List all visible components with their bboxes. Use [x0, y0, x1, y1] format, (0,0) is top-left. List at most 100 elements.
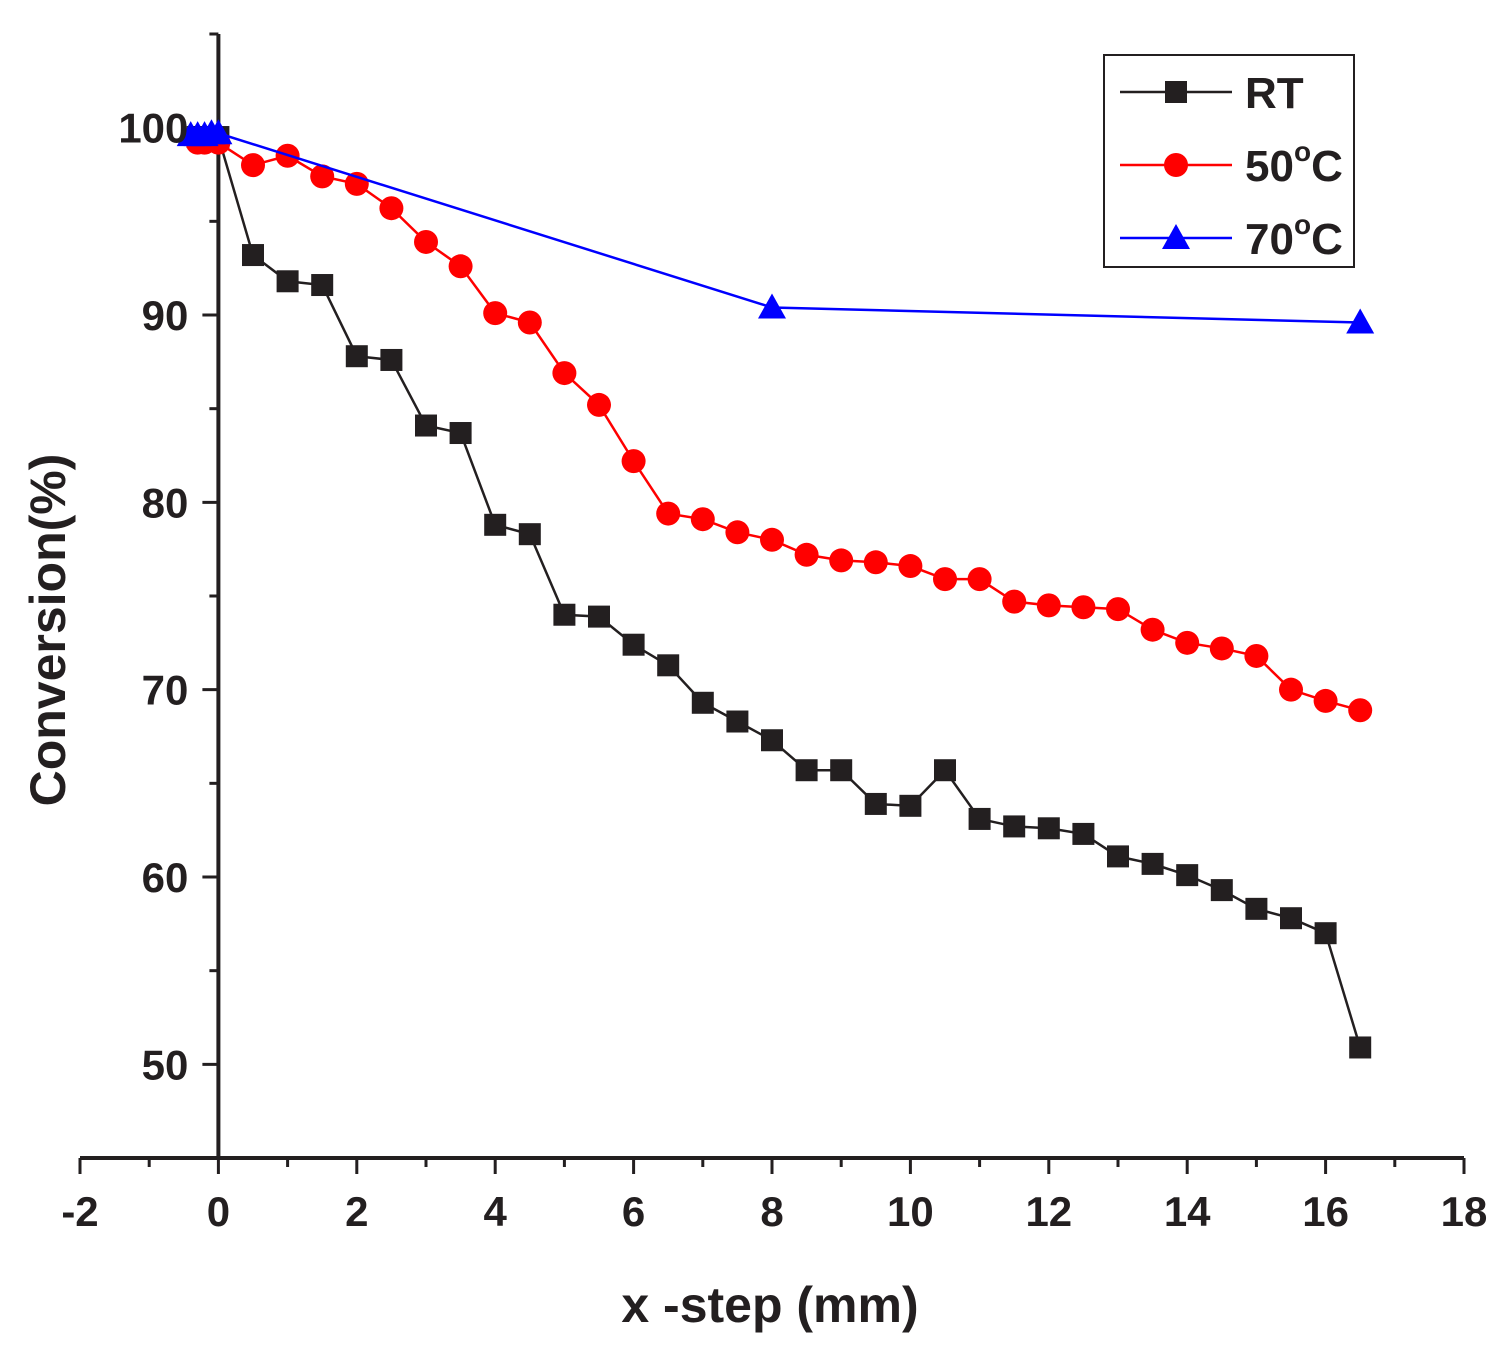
x-tick-label: 14 — [1164, 1188, 1211, 1235]
data-point — [311, 274, 334, 297]
legend-entry: 50oC — [1120, 136, 1343, 191]
data-point — [1141, 852, 1164, 875]
legend-label: 50oC — [1245, 136, 1343, 191]
data-point — [1106, 597, 1130, 622]
legend-box — [1103, 54, 1355, 268]
data-point — [1279, 677, 1303, 702]
y-tick-label: 90 — [142, 292, 189, 339]
legend-entry: 70oC — [1120, 209, 1343, 264]
data-point — [761, 729, 783, 752]
data-point — [1280, 907, 1302, 930]
data-point — [1313, 688, 1338, 713]
data-point — [1036, 593, 1061, 618]
data-point — [587, 392, 611, 417]
data-point — [967, 567, 992, 592]
data-point — [1244, 643, 1269, 668]
y-tick-label: 80 — [142, 479, 189, 526]
x-tick-label: 6 — [622, 1188, 645, 1235]
data-point — [276, 270, 299, 293]
data-point — [830, 759, 853, 782]
x-tick-label: -2 — [61, 1188, 98, 1235]
data-point — [1349, 1036, 1372, 1059]
legend-label: 70oC — [1245, 209, 1343, 264]
data-point — [1107, 845, 1129, 868]
data-point — [552, 361, 577, 386]
data-point — [1003, 815, 1026, 838]
data-point — [310, 164, 335, 189]
legend: RT 50oC 70oC — [1103, 54, 1355, 268]
data-point — [241, 153, 265, 178]
data-point — [758, 293, 786, 319]
data-point — [726, 710, 749, 733]
data-point — [1037, 817, 1060, 840]
data-point — [691, 691, 714, 714]
data-point — [1346, 308, 1375, 334]
data-point — [1245, 897, 1268, 920]
data-point — [621, 449, 646, 474]
data-point — [553, 603, 576, 626]
x-tick-label: 18 — [1441, 1188, 1488, 1235]
data-point — [1314, 922, 1337, 945]
x-axis-title: x -step (mm) — [621, 1277, 918, 1333]
legend-marker — [1165, 81, 1187, 103]
x-tick-label: 10 — [887, 1188, 934, 1235]
data-point — [690, 507, 715, 532]
legend-marker — [1164, 153, 1188, 177]
data-point — [345, 345, 368, 368]
data-point — [414, 229, 438, 254]
data-point — [864, 792, 887, 815]
data-point — [934, 759, 956, 782]
y-tick-label: 70 — [142, 667, 189, 714]
data-point — [656, 501, 681, 526]
data-point — [760, 527, 784, 552]
data-point — [933, 567, 957, 592]
data-point — [1348, 698, 1373, 723]
data-point — [1176, 864, 1199, 887]
data-point — [1072, 822, 1095, 845]
data-point — [415, 414, 437, 437]
data-point — [829, 548, 854, 573]
legend-entry: RT — [1120, 69, 1304, 118]
data-point — [484, 513, 507, 536]
data-point — [1209, 636, 1234, 661]
data-point — [1002, 589, 1027, 614]
data-point — [725, 520, 750, 545]
data-point — [863, 550, 888, 575]
y-tick-label: 100 — [118, 105, 188, 152]
data-point — [242, 244, 264, 267]
data-point — [794, 542, 819, 567]
data-point — [1210, 879, 1233, 902]
tick-labels: -2 0 2 4 6 8 10 12 14 16 18 50 60 70 80 90 100 — [61, 105, 1487, 1235]
data-point — [380, 348, 403, 371]
data-point — [968, 807, 991, 830]
data-point — [657, 654, 680, 677]
x-tick-label: 0 — [207, 1188, 230, 1235]
data-point — [1071, 595, 1096, 620]
x-tick-label: 4 — [484, 1188, 508, 1235]
series-layer — [176, 119, 1375, 1059]
x-tick-label: 8 — [760, 1188, 783, 1235]
data-point — [517, 310, 542, 335]
legend-marker — [1162, 224, 1190, 249]
data-point — [518, 523, 541, 546]
x-tick-label: 16 — [1302, 1188, 1349, 1235]
data-point — [449, 422, 472, 445]
data-point — [588, 605, 610, 628]
data-point — [899, 794, 922, 817]
data-point — [204, 119, 233, 145]
series-70c — [176, 119, 1375, 334]
y-tick-label: 50 — [142, 1041, 189, 1088]
data-point — [1175, 630, 1200, 655]
data-point — [622, 633, 645, 656]
data-point — [448, 254, 473, 279]
y-tick-label: 60 — [142, 854, 189, 901]
data-point — [898, 554, 923, 579]
data-point — [795, 759, 818, 782]
x-tick-label: 12 — [1025, 1188, 1072, 1235]
axes — [78, 32, 1466, 1174]
data-point — [483, 301, 508, 326]
x-tick-label: 2 — [345, 1188, 368, 1235]
data-point — [1140, 617, 1165, 642]
